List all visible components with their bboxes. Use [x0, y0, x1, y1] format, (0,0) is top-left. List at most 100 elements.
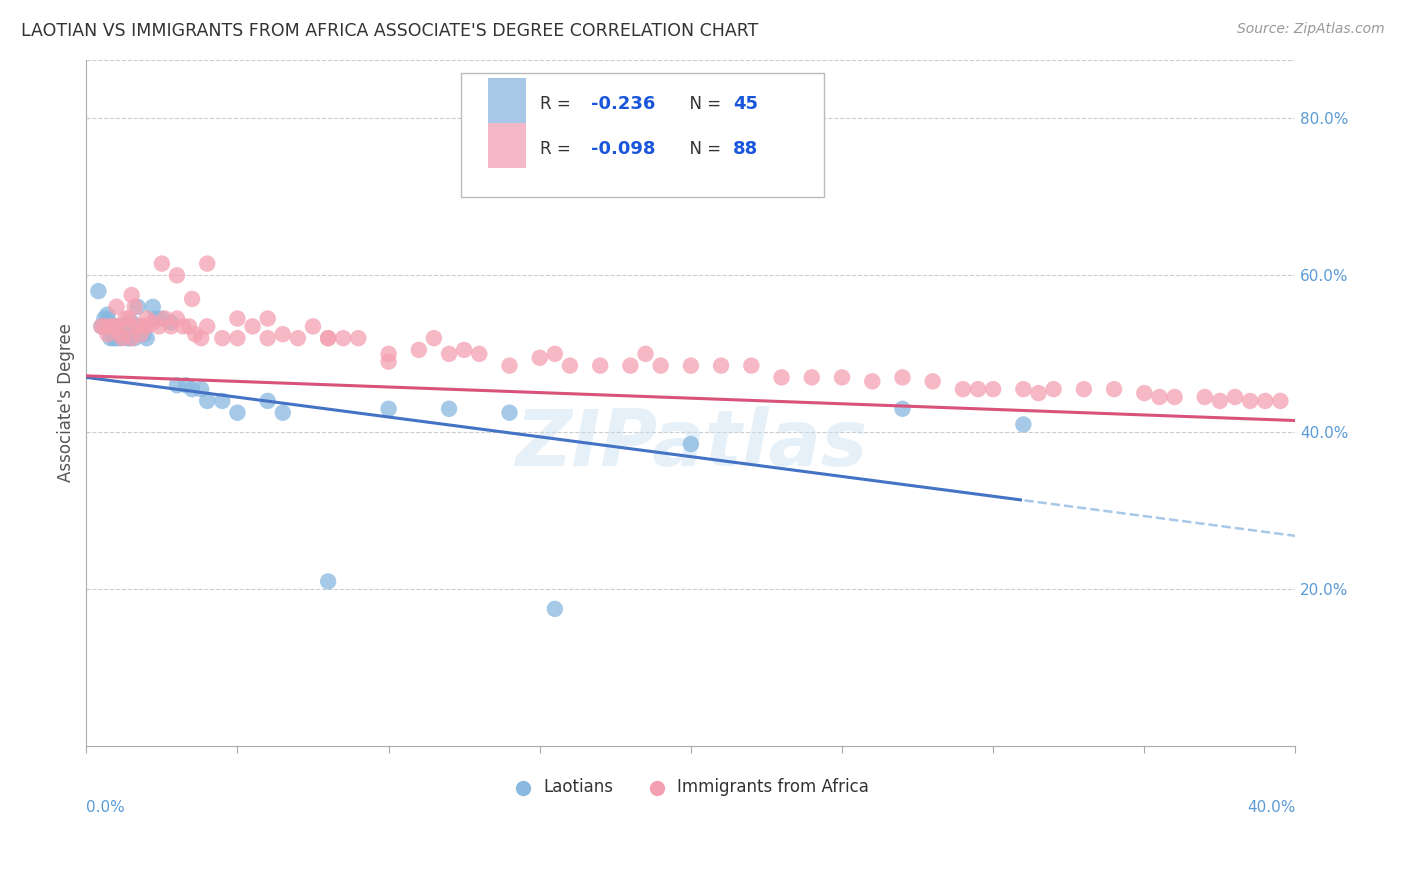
Point — [100, 319, 122, 334]
Point — [160, 316, 183, 330]
Point — [271, 327, 294, 342]
Point — [124, 331, 146, 345]
Point — [96, 311, 118, 326]
Y-axis label: Associate's Degree: Associate's Degree — [58, 324, 75, 483]
Point — [468, 347, 491, 361]
Point — [190, 331, 212, 345]
Point — [226, 331, 249, 345]
Point — [114, 311, 136, 326]
Point — [800, 370, 823, 384]
FancyBboxPatch shape — [461, 73, 824, 197]
Point — [287, 331, 309, 345]
Point — [103, 319, 125, 334]
Point — [316, 574, 339, 589]
Point — [967, 382, 990, 396]
Point — [132, 327, 155, 342]
Point — [117, 311, 139, 326]
Point — [679, 359, 702, 373]
Point — [453, 343, 475, 357]
Point — [127, 319, 149, 334]
Point — [377, 401, 399, 416]
Point — [195, 319, 218, 334]
Point — [1209, 393, 1232, 408]
Point — [242, 319, 264, 334]
Point — [103, 319, 125, 334]
Text: ZIPatlas: ZIPatlas — [515, 406, 868, 482]
Point — [111, 319, 134, 334]
Point — [127, 300, 149, 314]
Point — [114, 319, 136, 334]
FancyBboxPatch shape — [488, 123, 526, 168]
Point — [1194, 390, 1216, 404]
Point — [1102, 382, 1125, 396]
Point — [166, 268, 188, 283]
Point — [1042, 382, 1064, 396]
Text: LAOTIAN VS IMMIGRANTS FROM AFRICA ASSOCIATE'S DEGREE CORRELATION CHART: LAOTIAN VS IMMIGRANTS FROM AFRICA ASSOCI… — [21, 22, 758, 40]
Point — [710, 359, 733, 373]
Point — [256, 393, 278, 408]
Point — [1012, 382, 1035, 396]
Point — [589, 359, 612, 373]
Point — [211, 393, 233, 408]
Text: 45: 45 — [733, 95, 758, 112]
Text: 88: 88 — [733, 140, 758, 158]
Point — [1149, 390, 1171, 404]
Point — [117, 331, 139, 345]
Point — [96, 327, 118, 342]
Point — [1239, 393, 1261, 408]
Point — [195, 393, 218, 408]
Point — [117, 331, 139, 345]
Text: 0.0%: 0.0% — [86, 799, 125, 814]
Point — [145, 311, 167, 326]
Point — [100, 319, 122, 334]
Point — [135, 319, 157, 334]
Text: -0.098: -0.098 — [591, 140, 655, 158]
Point — [256, 331, 278, 345]
Point — [332, 331, 354, 345]
Point — [111, 327, 134, 342]
Point — [226, 406, 249, 420]
Point — [108, 331, 131, 345]
Point — [377, 354, 399, 368]
Point — [148, 319, 170, 334]
Point — [1254, 393, 1277, 408]
Point — [121, 316, 143, 330]
Point — [952, 382, 974, 396]
Point — [105, 319, 128, 334]
Point — [226, 311, 249, 326]
Point — [108, 327, 131, 342]
Point — [316, 331, 339, 345]
Point — [437, 401, 460, 416]
Point — [1012, 417, 1035, 432]
Point — [96, 308, 118, 322]
Point — [160, 319, 183, 334]
Point — [650, 359, 672, 373]
Text: -0.236: -0.236 — [591, 95, 655, 112]
Point — [437, 347, 460, 361]
Point — [423, 331, 446, 345]
Point — [166, 311, 188, 326]
Point — [105, 331, 128, 345]
Point — [108, 319, 131, 334]
Point — [117, 319, 139, 334]
Point — [1133, 386, 1156, 401]
Point — [831, 370, 853, 384]
Point — [111, 331, 134, 345]
Point — [1223, 390, 1246, 404]
Point — [100, 331, 122, 345]
Point — [142, 300, 165, 314]
FancyBboxPatch shape — [488, 78, 526, 123]
Point — [316, 331, 339, 345]
Point — [90, 319, 112, 334]
Point — [166, 378, 188, 392]
Point — [93, 311, 115, 326]
Point — [105, 300, 128, 314]
Point — [135, 311, 157, 326]
Text: Source: ZipAtlas.com: Source: ZipAtlas.com — [1237, 22, 1385, 37]
Point — [132, 319, 155, 334]
Point — [498, 406, 520, 420]
Point — [619, 359, 641, 373]
Point — [90, 319, 112, 334]
Point — [135, 331, 157, 345]
Point — [408, 343, 430, 357]
